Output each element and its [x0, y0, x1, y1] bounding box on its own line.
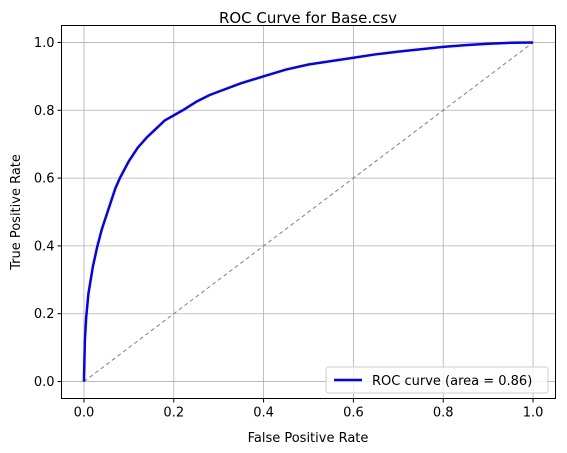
legend-entry: ROC curve (area = 0.86) [372, 374, 532, 389]
y-tick-label: 0.8 [34, 104, 55, 119]
y-tick-label: 0.4 [34, 239, 55, 254]
x-axis-title: False Positive Rate [248, 431, 369, 446]
roc-curve-line [82, 41, 534, 382]
y-axis-title: True Positive Rate [9, 154, 24, 271]
legend: ROC curve (area = 0.86) [325, 366, 549, 394]
chart-title: ROC Curve for Base.csv [219, 9, 397, 27]
y-tick-label: 0.0 [34, 375, 55, 390]
x-tick-label: 1.0 [523, 406, 544, 421]
x-axis-ticks: 0.0 0.2 0.4 0.6 0.8 1.0 [74, 398, 544, 421]
x-tick-label: 0.2 [163, 406, 184, 421]
y-tick-label: 1.0 [34, 36, 55, 51]
y-axis-ticks: 0.0 0.2 0.4 0.6 0.8 1.0 [34, 36, 62, 390]
y-tick-label: 0.2 [34, 307, 55, 322]
grid-lines [61, 25, 556, 399]
x-tick-label: 0.4 [253, 406, 274, 421]
x-tick-label: 0.0 [74, 406, 95, 421]
reference-diagonal-line [83, 42, 534, 382]
series-layer [82, 41, 534, 382]
plot-frame [61, 25, 556, 399]
x-tick-label: 0.8 [433, 406, 454, 421]
x-tick-label: 0.6 [343, 406, 364, 421]
legend-box [325, 366, 549, 394]
y-tick-label: 0.6 [34, 172, 55, 187]
